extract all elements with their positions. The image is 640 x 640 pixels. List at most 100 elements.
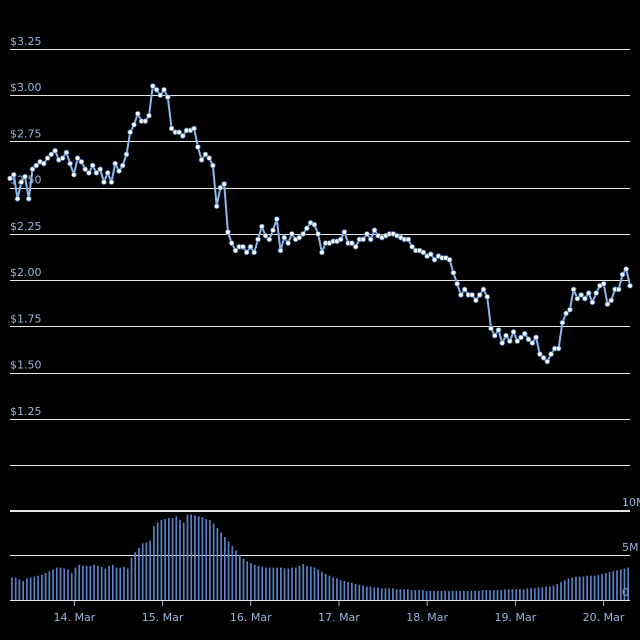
volume-bar [455, 591, 458, 600]
price-point [78, 159, 85, 165]
volume-bar [283, 568, 286, 600]
price-point [67, 160, 73, 167]
price-point [589, 299, 596, 306]
price-point [266, 236, 273, 243]
volume-bar [351, 582, 353, 600]
volume-bar [410, 590, 413, 600]
price-point [71, 171, 77, 178]
volume-bar [171, 518, 174, 600]
volume-bar [280, 567, 282, 600]
price-point [521, 330, 528, 337]
volume-bar [586, 575, 588, 600]
volume-bar [268, 567, 271, 600]
price-point [240, 244, 246, 250]
volume-bar [530, 588, 532, 600]
volume-bar [328, 575, 331, 600]
price-point [525, 336, 532, 343]
price-point [488, 325, 494, 332]
volume-bar [291, 567, 293, 600]
price-point [48, 151, 55, 158]
price-point [608, 297, 614, 304]
volume-bar [403, 589, 405, 600]
date-axis-labels: 14. Mar 15. Mar 16. Mar 17. Mar 18. Mar 19. M… [54, 601, 625, 624]
price-point [352, 244, 359, 250]
volume-bar [612, 571, 615, 600]
volume-bar [627, 567, 630, 600]
price-point [627, 282, 633, 289]
price-point [213, 203, 220, 210]
price-point [191, 125, 197, 132]
price-point [270, 227, 276, 234]
date-tick-label: 16. Mar [230, 611, 272, 624]
volume-bar [425, 591, 428, 600]
price-point [315, 231, 321, 237]
volume-bar [496, 590, 499, 600]
volume-bar [287, 568, 290, 600]
volume-bar [507, 589, 510, 600]
price-point [593, 290, 599, 296]
volume-bar [414, 590, 417, 600]
price-point [367, 236, 374, 243]
volume-bar [567, 578, 570, 600]
price-point [360, 236, 367, 243]
price-point [273, 216, 280, 222]
price-tick-label: $3.25 [10, 35, 42, 48]
volume-bar [302, 564, 305, 600]
volume-bar [526, 588, 529, 600]
volume-bar [130, 557, 133, 600]
volume-bar [175, 516, 178, 600]
price-point [232, 247, 239, 254]
price-point [454, 280, 461, 287]
volume-bar [22, 581, 25, 600]
volume-tick-label: 10M [622, 496, 640, 509]
volume-bar [313, 567, 316, 600]
gridlines [10, 49, 630, 601]
price-point [127, 129, 133, 136]
volume-bar [153, 526, 155, 600]
price-point [217, 184, 224, 191]
price-point [82, 166, 88, 173]
price-point [409, 244, 415, 250]
price-point [161, 86, 167, 93]
volume-bar [571, 577, 574, 600]
price-point [89, 162, 96, 169]
volume-bar [448, 591, 450, 600]
volume-bar [78, 564, 81, 600]
volume-bar [369, 586, 372, 600]
volume-bar [601, 573, 603, 600]
volume-bar [85, 565, 88, 600]
volume-bar [70, 573, 73, 600]
volume-bar [246, 561, 249, 600]
price-point [251, 249, 258, 256]
price-point [518, 334, 524, 341]
volume-bar [227, 541, 230, 600]
volume-bar [276, 567, 278, 600]
volume-bar [336, 578, 338, 600]
volume-bar [298, 565, 301, 600]
price-point [514, 338, 521, 344]
price-tick-label: $2.00 [10, 266, 42, 279]
volume-bar [160, 519, 163, 600]
price-axis-labels: $3.25$3.00$2.75$2.50$2.25$2.00$1.75$1.50… [10, 35, 42, 418]
volume-bar [141, 543, 144, 600]
volume-bar [82, 565, 84, 600]
price-point [371, 227, 378, 234]
volume-bar [347, 582, 349, 600]
price-point [319, 249, 325, 256]
price-point [29, 166, 36, 173]
volume-bar [466, 591, 469, 600]
price-point [555, 345, 562, 352]
price-point [97, 166, 103, 173]
volume-bar [616, 570, 618, 600]
price-point [458, 292, 464, 298]
price-point [108, 179, 115, 185]
volume-bar [459, 591, 461, 600]
price-point [311, 221, 318, 228]
volume-bar [582, 576, 585, 600]
volume-bar [463, 591, 465, 600]
volume-bar [100, 566, 103, 600]
volume-bar [220, 532, 222, 600]
volume-bar [362, 585, 364, 600]
price-point [578, 292, 584, 298]
volume-bar [126, 568, 129, 600]
